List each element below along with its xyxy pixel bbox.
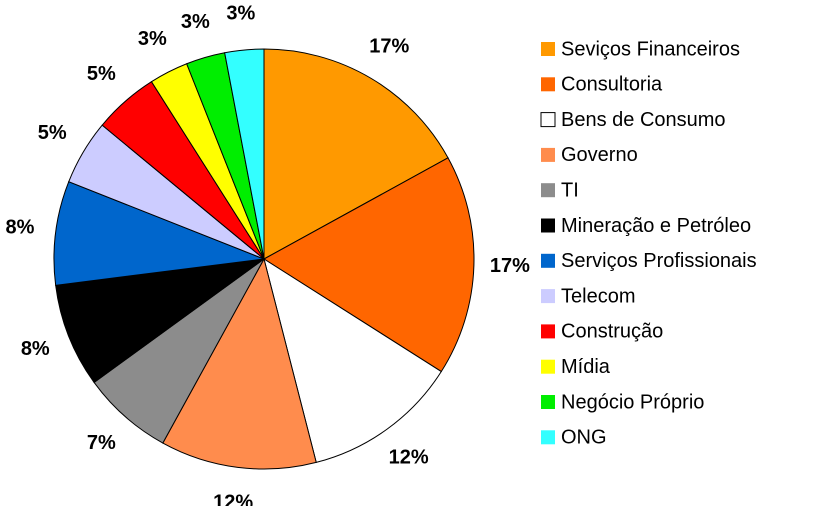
pie-slice: [263, 48, 449, 260]
data-label: 8%: [5, 216, 34, 238]
legend-label: Telecom: [561, 285, 635, 307]
legend-label: Bens de Consumo: [561, 109, 726, 131]
data-label: 12%: [389, 446, 429, 468]
data-label: 17%: [490, 255, 530, 277]
legend-label: ONG: [561, 427, 607, 449]
data-label: 17%: [369, 36, 409, 58]
legend-label: Mineração e Petróleo: [561, 215, 751, 237]
data-label: 3%: [138, 28, 167, 50]
data-label: 5%: [38, 122, 67, 144]
data-label: 12%: [213, 491, 253, 506]
data-label: 7%: [87, 432, 116, 454]
data-label: 8%: [21, 338, 50, 360]
legend-label: Serviços Profissionais: [561, 250, 757, 272]
legend-swatch: [541, 324, 555, 339]
legend-swatch: [541, 42, 555, 56]
legend-swatch: [541, 77, 555, 92]
pie-slice: [263, 257, 442, 464]
legend-swatch: [541, 395, 555, 409]
legend-label: Consultoria: [561, 74, 663, 96]
legend-swatch: [540, 112, 556, 128]
data-label: 3%: [181, 11, 210, 33]
legend-swatch: [541, 430, 555, 445]
pie-slice: [224, 48, 265, 260]
legend-swatch: [541, 218, 555, 233]
legend-label: Seviços Financeiros: [561, 38, 740, 60]
pie-slice: [53, 181, 265, 286]
legend-label: Negócio Próprio: [561, 391, 704, 413]
legend-swatch: [541, 359, 555, 374]
legend-label: Construção: [561, 321, 663, 343]
data-label: 5%: [87, 63, 116, 85]
legend-swatch: [541, 183, 555, 198]
legend-swatch: [541, 147, 555, 162]
legend-label: TI: [561, 179, 579, 201]
pie-slice: [263, 157, 475, 373]
data-label: 3%: [226, 2, 255, 24]
pie-slice: [162, 257, 317, 470]
legend-label: Governo: [561, 144, 638, 166]
legend-swatch: [541, 253, 555, 268]
pie-slice: [55, 258, 265, 384]
legend-swatch: [541, 289, 555, 304]
legend-label: Mídia: [561, 356, 611, 378]
